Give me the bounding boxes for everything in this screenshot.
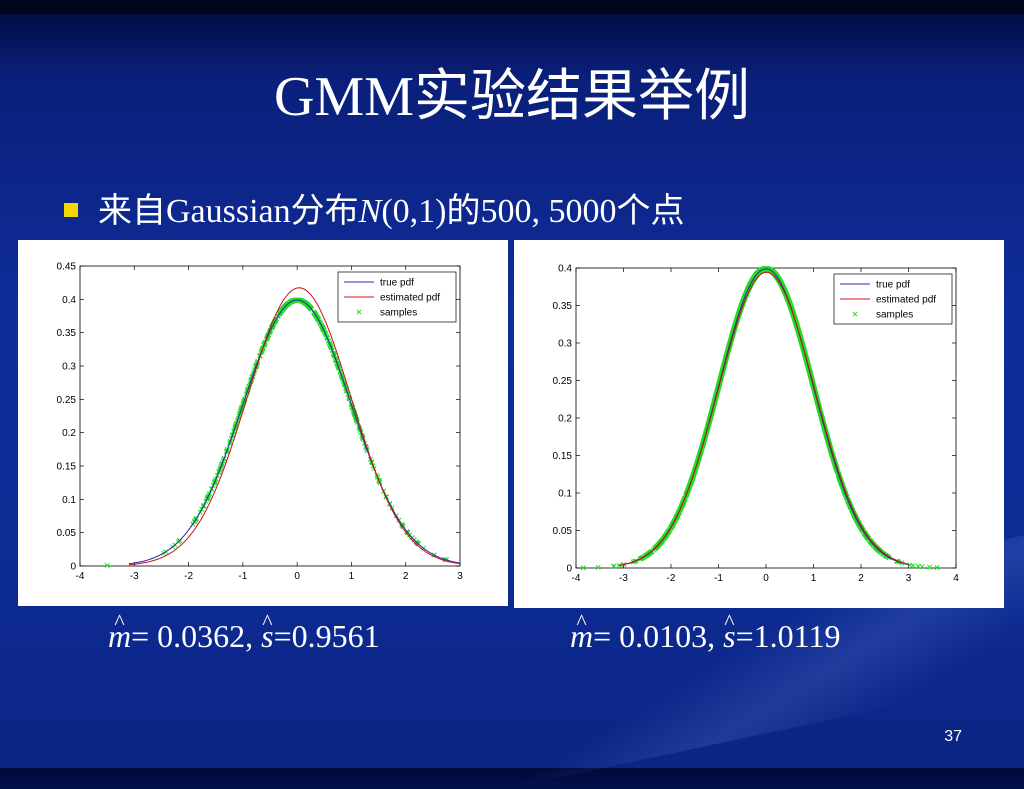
top-band	[0, 0, 1024, 14]
y-tick-label: 0.25	[553, 376, 573, 387]
y-tick-label: 0.35	[553, 301, 573, 312]
legend-label: estimated pdf	[380, 293, 440, 304]
y-tick-label: 0.15	[57, 462, 77, 473]
x-tick-label: -1	[714, 573, 723, 584]
x-tick-label: 2	[858, 573, 864, 584]
x-tick-label: 3	[906, 573, 912, 584]
slide-title: GMM实验结果举例	[0, 62, 1024, 132]
chart-panel-500: -4 -3 -2 -1 0 1 2 3 0 0.05 0.1 0.15 0.2 0.25 0.3 0.35 0.…	[18, 240, 508, 606]
y-tick-label: 0.1	[558, 489, 572, 500]
x-tick-label: 2	[403, 571, 409, 582]
bullet-suffix: 的500, 5000个点	[447, 193, 685, 230]
dist-symbol: N	[359, 193, 382, 230]
x-tick-label: -2	[667, 573, 676, 584]
x-tick-label: 0	[294, 571, 300, 582]
y-tick-label: 0	[70, 562, 76, 573]
x-tick-label: -2	[184, 571, 193, 582]
y-tick-label: 0.3	[558, 339, 572, 350]
y-tick-label: 0.1	[62, 495, 76, 506]
sample-marker	[927, 565, 931, 569]
y-tick-label: 0.05	[553, 526, 573, 537]
x-tick-label: -3	[619, 573, 628, 584]
legend-label: samples	[380, 308, 417, 319]
x-tick-label: 1	[349, 571, 355, 582]
y-tick-label: 0.4	[558, 264, 572, 275]
chart-5000-samples: -4 -3 -2 -1 0 1 2 3 4 0 0.05 0.1 0.15 0.2 0.25 0.3 0.35 0…	[514, 240, 1004, 608]
y-tick-label: 0.45	[57, 262, 77, 273]
x-tick-label: 1	[811, 573, 817, 584]
y-tick-label: 0.35	[57, 328, 77, 339]
dist-params: (0,1)	[381, 193, 446, 230]
samples-series	[105, 298, 449, 568]
y-tick-label: 0.15	[553, 451, 573, 462]
x-tick-label: 4	[953, 573, 959, 584]
bullet-prefix: 来自Gaussian分布	[98, 193, 359, 230]
x-tick-label: -4	[572, 573, 581, 584]
y-tick-label: 0.25	[57, 395, 77, 406]
x-tick-label: -4	[76, 571, 85, 582]
sample-marker	[105, 563, 109, 567]
sample-marker	[911, 563, 915, 567]
y-tick-label: 0.2	[558, 414, 572, 425]
true-pdf-line	[129, 300, 460, 564]
sample-marker	[596, 565, 600, 569]
square-bullet-icon	[64, 203, 78, 217]
chart-panel-5000: -4 -3 -2 -1 0 1 2 3 4 0 0.05 0.1 0.15 0.2 0.25 0.3 0.35 0…	[514, 240, 1004, 608]
x-tick-label: -1	[238, 571, 247, 582]
y-tick-label: 0	[566, 564, 572, 575]
y-tick-label: 0.05	[57, 528, 77, 539]
x-tick-label: 3	[457, 571, 463, 582]
y-tick-label: 0.4	[62, 295, 76, 306]
estimated-pdf-line	[129, 288, 460, 565]
y-tick-label: 0.3	[62, 362, 76, 373]
legend-label: true pdf	[380, 278, 414, 289]
x-tick-label: 0	[763, 573, 769, 584]
x-tick-label: -3	[130, 571, 139, 582]
chart-500-samples: -4 -3 -2 -1 0 1 2 3 0 0.05 0.1 0.15 0.2 0.25 0.3 0.35 0.…	[18, 240, 508, 606]
bullet-item: 来自Gaussian分布N(0,1)的500, 5000个点	[64, 190, 685, 234]
y-tick-label: 0.2	[62, 428, 76, 439]
